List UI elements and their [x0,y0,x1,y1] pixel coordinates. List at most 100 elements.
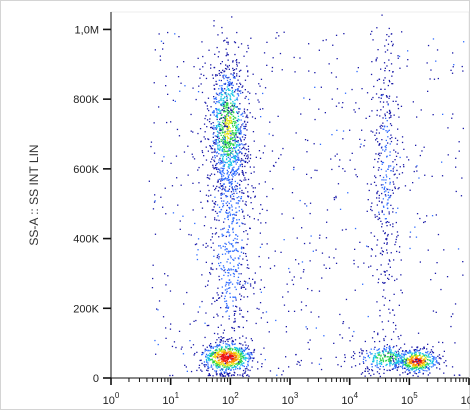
event-dot [384,145,386,148]
event-dot [215,74,217,76]
event-dot [406,65,408,67]
event-dot [200,369,202,371]
event-dot [359,146,361,148]
x-tick-label: 103 [282,391,299,407]
event-dot [222,75,224,77]
event-dot [251,116,254,118]
event-dot [179,220,181,222]
event-dot [387,168,389,170]
event-dot [229,83,231,85]
event-dot [187,174,189,176]
event-dot [240,180,243,182]
event-dot [462,127,464,130]
event-dot [217,168,219,171]
event-dot [223,200,225,202]
event-dot [416,355,418,357]
event-dot [384,232,386,235]
event-dot [416,350,418,352]
event-dot [242,365,244,367]
event-dot [381,186,383,189]
event-dot [408,358,410,360]
event-dot [397,103,399,106]
event-dot [240,354,242,356]
event-dot [416,165,418,167]
event-dot [420,356,423,358]
event-dot [216,256,218,259]
event-dot [222,142,225,145]
event-dot [239,103,241,105]
event-dot [240,119,242,121]
event-dot [288,267,290,270]
event-dot [242,173,244,175]
event-dot [387,233,389,236]
event-dot [335,34,338,36]
event-dot [237,363,239,365]
event-dot [415,355,417,358]
event-dot [223,160,225,162]
event-dot [216,219,218,221]
event-dot [434,364,436,366]
event-dot [291,192,294,194]
event-dot [232,227,234,229]
event-dot [379,359,382,361]
event-dot [241,208,243,211]
event-dot [231,367,233,369]
event-dot [408,359,410,361]
event-dot [383,206,385,208]
event-dot [218,148,220,150]
event-dot [218,144,221,146]
event-dot [377,190,379,192]
event-dot [227,113,229,115]
event-dot [357,67,359,69]
event-dot [241,364,243,366]
event-dot [206,200,209,202]
event-dot [281,213,283,215]
event-dot [227,119,230,122]
event-dot [316,169,318,172]
event-dot [195,319,197,322]
event-dot [253,293,255,295]
event-dot [362,361,364,363]
event-dot [412,359,414,361]
event-dot [171,185,174,187]
event-dot [397,188,399,190]
event-dot [224,70,226,72]
event-dot [244,125,246,128]
event-dot [237,250,239,253]
event-dot [234,171,236,173]
event-dot [221,188,223,191]
event-dot [394,366,397,368]
event-dot [191,153,193,155]
event-dot [314,169,316,171]
event-dot [210,355,212,357]
event-dot [248,102,250,105]
event-dot [383,126,386,128]
event-dot [427,44,430,47]
event-dot [215,125,218,127]
event-dot [215,108,218,110]
event-dot [374,175,376,177]
event-dot [233,170,235,173]
event-dot [215,371,217,373]
event-dot [217,215,219,217]
event-dot [228,150,230,152]
event-dot [209,118,211,120]
event-dot [212,185,215,187]
event-dot [231,359,234,362]
event-dot [211,236,213,238]
event-dot [226,126,228,128]
event-dot [205,353,208,355]
event-dot [378,78,380,80]
event-dot [406,357,408,359]
event-dot [241,165,244,168]
event-dot [216,299,218,301]
event-dot [389,195,391,197]
event-dot [390,362,392,364]
event-dot [244,203,246,205]
event-dot [229,116,231,118]
event-dot [377,49,379,51]
event-dot [235,202,237,204]
event-dot [418,365,420,367]
event-dot [239,353,241,355]
event-dot [388,35,390,38]
